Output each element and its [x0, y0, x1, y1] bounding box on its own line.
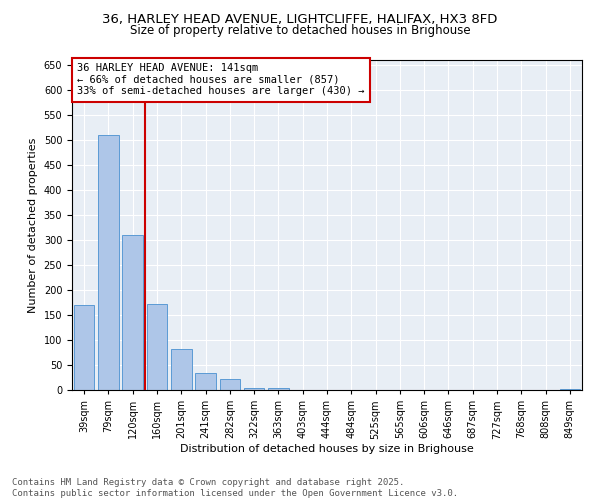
- Bar: [244, 388, 265, 390]
- Y-axis label: Number of detached properties: Number of detached properties: [28, 138, 38, 312]
- Text: 36, HARLEY HEAD AVENUE, LIGHTCLIFFE, HALIFAX, HX3 8FD: 36, HARLEY HEAD AVENUE, LIGHTCLIFFE, HAL…: [103, 12, 497, 26]
- Bar: [74, 305, 94, 390]
- Text: 36 HARLEY HEAD AVENUE: 141sqm
← 66% of detached houses are smaller (857)
33% of : 36 HARLEY HEAD AVENUE: 141sqm ← 66% of d…: [77, 64, 365, 96]
- Bar: [98, 135, 119, 390]
- X-axis label: Distribution of detached houses by size in Brighouse: Distribution of detached houses by size …: [180, 444, 474, 454]
- Bar: [560, 388, 580, 390]
- Text: Contains HM Land Registry data © Crown copyright and database right 2025.
Contai: Contains HM Land Registry data © Crown c…: [12, 478, 458, 498]
- Bar: [146, 304, 167, 390]
- Bar: [268, 388, 289, 390]
- Bar: [195, 372, 216, 390]
- Bar: [220, 379, 240, 390]
- Bar: [122, 235, 143, 390]
- Text: Size of property relative to detached houses in Brighouse: Size of property relative to detached ho…: [130, 24, 470, 37]
- Bar: [171, 349, 191, 390]
